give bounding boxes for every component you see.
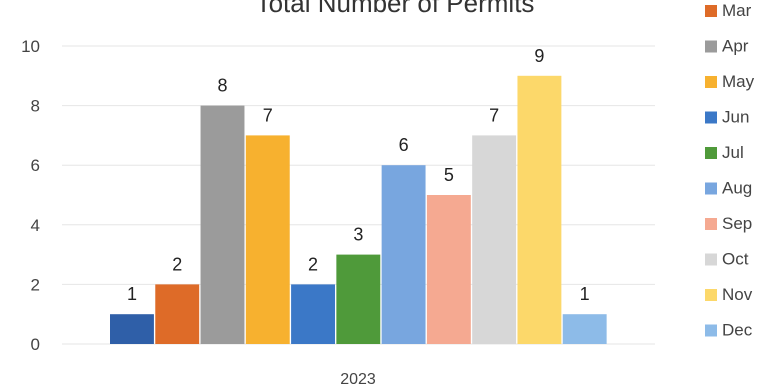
- legend-swatch: [705, 40, 717, 53]
- legend-label: Aug: [722, 179, 752, 198]
- bars: [110, 75, 607, 345]
- legend-swatch: [705, 289, 717, 301]
- legend-label: Oct: [722, 250, 749, 269]
- data-label-jul: 3: [353, 225, 363, 245]
- y-tick-label: 4: [31, 216, 40, 235]
- legend-item-apr: Apr: [705, 37, 749, 56]
- data-label-jun: 2: [308, 254, 318, 274]
- bar-oct: [472, 135, 517, 344]
- legend-swatch: [705, 147, 717, 159]
- legend-item-aug: Aug: [705, 179, 752, 198]
- legend-swatch: [705, 253, 717, 266]
- legend-swatch: [705, 76, 717, 88]
- legend-item-oct: Oct: [705, 250, 749, 269]
- y-axis-ticks: 0 2 4 6 8 10: [21, 37, 40, 354]
- data-label-apr: 8: [217, 76, 227, 96]
- y-tick-label: 10: [21, 37, 40, 56]
- legend-swatch: [705, 111, 717, 124]
- data-label-may: 7: [263, 105, 273, 125]
- bar-sep: [426, 195, 471, 344]
- data-label-dec: 1: [580, 284, 590, 304]
- legend-swatch: [705, 5, 717, 17]
- legend-item-nov: Nov: [705, 285, 753, 304]
- data-labels: 1 2 8 7 2 3 6 5 7 9 1: [127, 46, 590, 304]
- bar-jan: [110, 314, 154, 344]
- legend-item-mar: Mar: [705, 1, 752, 20]
- y-tick-label: 8: [31, 97, 40, 116]
- legend-label: Mar: [722, 1, 752, 20]
- legend-label: Sep: [722, 214, 752, 233]
- bar-jul: [336, 254, 381, 344]
- y-tick-label: 2: [31, 275, 40, 294]
- data-label-aug: 6: [399, 135, 409, 155]
- legend-swatch: [705, 218, 717, 230]
- legend-label: Apr: [722, 37, 749, 56]
- data-label-sep: 5: [444, 165, 454, 185]
- y-tick-label: 0: [31, 335, 40, 354]
- legend: Mar Apr May Jun Jul Aug Sep Oct Nov Dec: [705, 1, 755, 340]
- legend-label: May: [722, 72, 755, 91]
- legend-label: Dec: [722, 321, 753, 340]
- bar-aug: [381, 165, 426, 344]
- legend-item-sep: Sep: [705, 214, 752, 233]
- chart-title: Total Number of Permits: [256, 0, 535, 18]
- bar-jun: [291, 284, 336, 344]
- legend-item-jun: Jun: [705, 108, 749, 127]
- legend-label: Nov: [722, 285, 753, 304]
- bar-apr: [200, 105, 245, 344]
- bar-mar: [155, 284, 200, 344]
- legend-item-jul: Jul: [705, 143, 744, 162]
- data-label-mar: 2: [172, 254, 182, 274]
- legend-label: Jun: [722, 108, 749, 127]
- bar-nov: [517, 75, 562, 345]
- data-label-oct: 7: [489, 105, 499, 125]
- category-label-2023: 2023: [340, 371, 376, 388]
- legend-item-may: May: [705, 72, 755, 91]
- legend-label: Jul: [722, 143, 744, 162]
- bar-dec: [562, 314, 607, 344]
- legend-swatch: [705, 182, 717, 195]
- bar-may: [245, 135, 290, 344]
- y-tick-label: 6: [31, 156, 40, 175]
- data-label-nov: 9: [534, 46, 544, 66]
- legend-swatch: [705, 324, 717, 337]
- legend-item-dec: Dec: [705, 321, 753, 340]
- data-label-jan: 1: [127, 284, 137, 304]
